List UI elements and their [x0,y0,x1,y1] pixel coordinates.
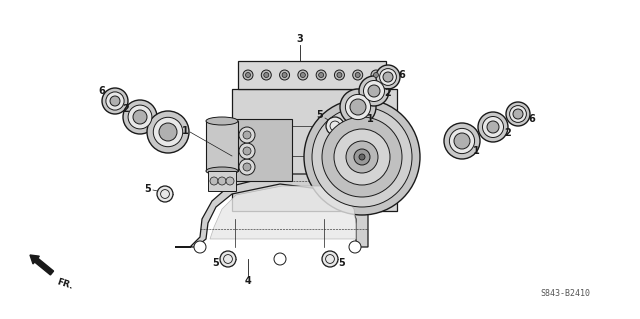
Circle shape [359,154,365,160]
Text: 6: 6 [399,70,405,80]
Text: S843-B2410: S843-B2410 [540,288,590,298]
Circle shape [243,163,251,171]
Text: 2: 2 [385,88,392,98]
Circle shape [243,131,251,139]
Circle shape [322,251,338,267]
Circle shape [454,133,470,149]
Circle shape [346,141,378,173]
Polygon shape [210,186,356,239]
Circle shape [444,123,480,159]
Circle shape [334,129,390,185]
Text: 1: 1 [367,114,373,124]
Circle shape [478,112,508,142]
Circle shape [346,94,371,120]
Circle shape [316,70,326,80]
Circle shape [194,241,206,253]
Circle shape [128,105,152,129]
Circle shape [123,100,157,134]
Circle shape [280,70,289,80]
Circle shape [483,116,504,137]
Circle shape [304,99,420,215]
Text: 1: 1 [472,146,479,156]
Circle shape [210,177,218,185]
Circle shape [326,117,344,135]
Circle shape [239,143,255,159]
FancyArrow shape [30,255,54,275]
Circle shape [157,186,173,202]
Text: 5: 5 [212,258,220,268]
Circle shape [312,107,412,207]
Circle shape [340,89,376,125]
Text: 2: 2 [123,104,129,114]
Circle shape [350,99,366,115]
Circle shape [133,110,147,124]
Circle shape [154,117,182,147]
Circle shape [218,177,226,185]
Circle shape [364,80,385,101]
Circle shape [239,159,255,175]
Circle shape [110,96,120,106]
Circle shape [298,70,308,80]
Ellipse shape [206,117,238,125]
Circle shape [319,72,324,78]
Text: 3: 3 [296,34,303,44]
Text: 5: 5 [317,110,323,120]
Bar [238,61,386,89]
Circle shape [226,177,234,185]
Circle shape [353,70,363,80]
Circle shape [354,149,370,165]
Circle shape [220,251,236,267]
Bar [208,171,236,191]
Text: 5: 5 [145,184,152,194]
Circle shape [274,253,286,265]
Circle shape [159,123,177,141]
Circle shape [239,127,255,143]
Circle shape [106,92,124,110]
Circle shape [509,106,526,122]
Circle shape [380,69,396,85]
Circle shape [335,70,344,80]
Circle shape [355,72,360,78]
Circle shape [282,72,287,78]
Circle shape [102,88,128,114]
Bar [206,121,238,171]
Circle shape [368,85,380,97]
Circle shape [449,129,475,154]
Circle shape [374,72,378,78]
Ellipse shape [206,167,238,175]
Circle shape [261,70,271,80]
Circle shape [300,72,305,78]
Text: FR.: FR. [56,277,74,291]
Circle shape [337,72,342,78]
Circle shape [487,121,499,133]
Bar [232,119,292,181]
Circle shape [371,70,381,80]
Text: 5: 5 [339,258,346,268]
Text: 2: 2 [504,128,511,138]
Circle shape [322,117,402,197]
Circle shape [349,241,361,253]
Circle shape [506,102,530,126]
Circle shape [264,72,269,78]
Circle shape [147,111,189,153]
Circle shape [359,76,389,106]
Circle shape [383,72,393,82]
Circle shape [376,65,400,89]
Text: 6: 6 [529,114,536,124]
Text: 1: 1 [182,126,188,136]
Circle shape [243,147,251,155]
Circle shape [246,72,250,78]
Text: 4: 4 [244,276,252,286]
Polygon shape [175,174,368,247]
Circle shape [513,109,523,119]
Circle shape [243,70,253,80]
Text: 6: 6 [99,86,106,96]
Bar [232,89,397,211]
